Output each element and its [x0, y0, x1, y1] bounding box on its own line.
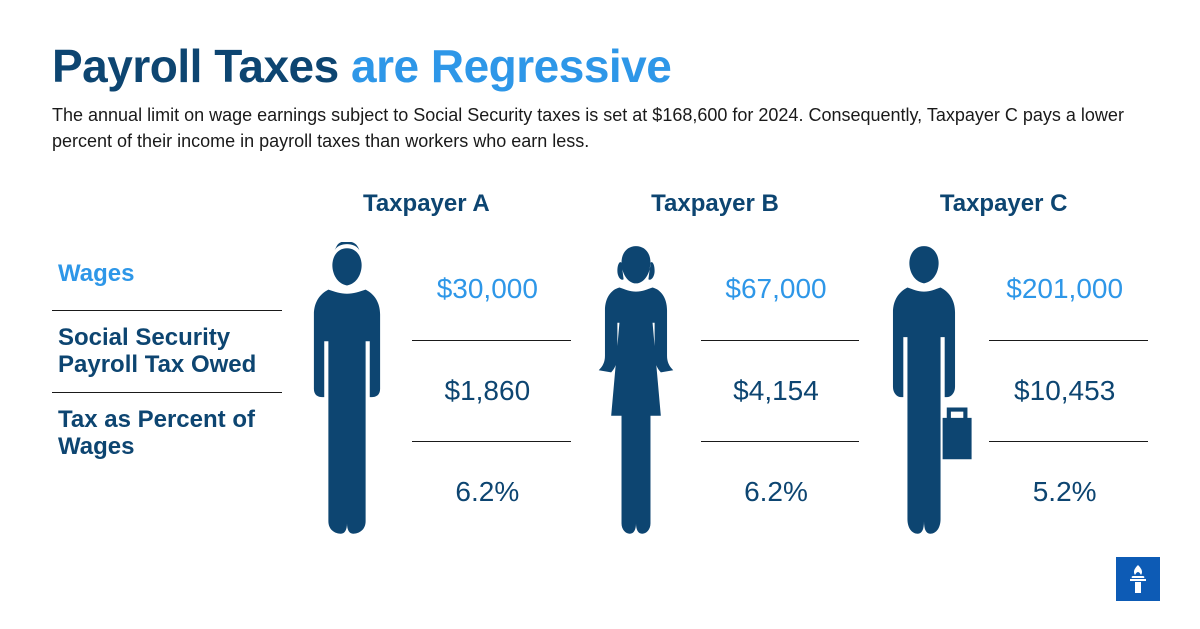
row-label-wages: Wages — [52, 238, 282, 310]
value-c-tax: $10,453 — [989, 340, 1148, 441]
value-b-wages: $67,000 — [701, 238, 860, 339]
silhouette-a — [282, 238, 412, 542]
row-label-tax-owed: Social Security Payroll Tax Owed — [52, 310, 282, 392]
title-part-1: Payroll Taxes — [52, 40, 339, 92]
page-subtitle: The annual limit on wage earnings subjec… — [52, 102, 1132, 154]
page-title: Payroll Taxes are Regressive — [52, 42, 1148, 90]
male-casual-icon — [282, 242, 412, 542]
taxpayer-b-col: $67,000 $4,154 6.2% — [571, 238, 860, 542]
taxpayer-a-col: $30,000 $1,860 6.2% — [282, 238, 571, 542]
col-header-b: Taxpayer B — [571, 190, 860, 238]
row-label-tax-percent: Tax as Percent of Wages — [52, 392, 282, 474]
value-b-pct: 6.2% — [701, 441, 860, 542]
silhouette-c — [859, 238, 989, 542]
col-header-c: Taxpayer C — [859, 190, 1148, 238]
value-c-wages: $201,000 — [989, 238, 1148, 339]
infographic-container: Payroll Taxes are Regressive The annual … — [0, 0, 1200, 542]
title-part-2: are Regressive — [351, 40, 671, 92]
header-spacer — [52, 190, 282, 238]
torch-icon — [1124, 563, 1152, 595]
male-briefcase-icon — [859, 242, 989, 542]
silhouette-b — [571, 238, 701, 542]
taxpayer-c-col: $201,000 $10,453 5.2% — [859, 238, 1148, 542]
female-skirt-icon — [571, 242, 701, 542]
value-a-pct: 6.2% — [412, 441, 571, 542]
value-a-wages: $30,000 — [412, 238, 571, 339]
value-c-pct: 5.2% — [989, 441, 1148, 542]
brand-logo — [1116, 557, 1160, 601]
row-labels: Wages Social Security Payroll Tax Owed T… — [52, 238, 282, 542]
value-a-tax: $1,860 — [412, 340, 571, 441]
data-grid: Taxpayer A Taxpayer B Taxpayer C Wages S… — [52, 190, 1148, 542]
col-header-a: Taxpayer A — [282, 190, 571, 238]
value-b-tax: $4,154 — [701, 340, 860, 441]
